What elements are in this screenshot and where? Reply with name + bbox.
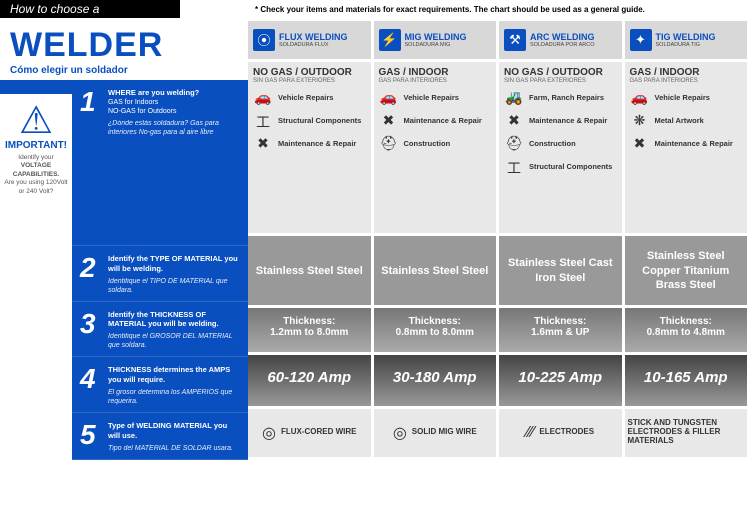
wire-icon: ◎ (262, 423, 276, 443)
use-item: ✖Maintenance & Repair (253, 135, 366, 153)
thickness-cell-1: Thickness:0.8mm to 8.0mm (374, 308, 497, 352)
step-1: 1 WHERE are you welding?GAS for IndoorsN… (72, 80, 248, 246)
use-icon: 🚗 (379, 89, 399, 107)
subtitle: Cómo elegir un soldador (10, 65, 238, 76)
welding-type-icon: ✦ (630, 29, 652, 51)
use-item: 工Structural Components (504, 158, 617, 176)
wire-icon: ∕∕∕ (526, 424, 534, 442)
title: WELDER (10, 26, 238, 65)
wire-cell-0: ◎FLUX-CORED WIRE (248, 409, 371, 457)
use-item: ⛑Construction (379, 135, 492, 153)
col-header-1: ⚡MIG WELDINGSOLDADURA MIG (374, 21, 497, 59)
use-icon: 🚜 (504, 89, 524, 107)
welding-type-icon: ⚡ (379, 29, 401, 51)
amp-cell-3: 10-165 Amp (625, 355, 748, 406)
step-3: 3 Identify the THICKNESS OF MATERIAL you… (72, 302, 248, 358)
left-panel: WELDER Cómo elegir un soldador ⚠ IMPORTA… (0, 18, 248, 460)
env-cell-1: GAS / INDOORGAS PARA INTERIORES🚗Vehicle … (374, 62, 497, 234)
use-item: 🚗Vehicle Repairs (630, 89, 743, 107)
wire-cell-1: ◎SOLID MIG WIRE (374, 409, 497, 457)
use-item: 工Structural Components (253, 112, 366, 130)
use-item: ⛑Construction (504, 135, 617, 153)
use-item: ✖Maintenance & Repair (379, 112, 492, 130)
use-icon: ⛑ (504, 135, 524, 153)
use-icon: ✖ (630, 135, 650, 153)
material-cell-0: Stainless Steel Steel (248, 236, 371, 305)
use-item: ✖Maintenance & Repair (504, 112, 617, 130)
wire-icon: ◎ (393, 423, 407, 443)
important-box: ⚠ IMPORTANT! Identify yourVOLTAGE CAPABI… (0, 94, 72, 204)
env-cell-3: GAS / INDOORGAS PARA INTERIORES🚗Vehicle … (625, 62, 748, 234)
col-header-0: ⦿FLUX WELDINGSOLDADURA FLUX (248, 21, 371, 59)
use-item: 🚗Vehicle Repairs (253, 89, 366, 107)
welding-type-icon: ⦿ (253, 29, 275, 51)
amp-cell-2: 10-225 Amp (499, 355, 622, 406)
use-icon: ✖ (379, 112, 399, 130)
welding-type-icon: ⚒ (504, 29, 526, 51)
use-icon: ✖ (504, 112, 524, 130)
material-cell-1: Stainless Steel Steel (374, 236, 497, 305)
use-item: ✖Maintenance & Repair (630, 135, 743, 153)
amp-cell-0: 60-120 Amp (248, 355, 371, 406)
header-bar: How to choose a (0, 0, 180, 18)
step-4: 4 THICKNESS determines the AMPS you will… (72, 357, 248, 413)
warning-icon: ⚠ (4, 102, 68, 140)
use-icon: 🚗 (253, 89, 273, 107)
wire-cell-2: ∕∕∕ELECTRODES (499, 409, 622, 457)
env-cell-0: NO GAS / OUTDOORSIN GAS PARA EXTERIORES🚗… (248, 62, 371, 234)
use-icon: 工 (504, 158, 524, 176)
use-icon: ❋ (630, 112, 650, 130)
use-icon: 工 (253, 112, 273, 130)
material-cell-2: Stainless Steel Cast Iron Steel (499, 236, 622, 305)
col-header-2: ⚒ARC WELDINGSOLDADURA POR ARCO (499, 21, 622, 59)
step-2: 2 Identify the TYPE OF MATERIAL you will… (72, 246, 248, 302)
important-label: IMPORTANT! (4, 140, 68, 151)
material-cell-3: Stainless Steel Copper Titanium Brass St… (625, 236, 748, 305)
col-header-3: ✦TIG WELDINGSOLDADURA TIG (625, 21, 748, 59)
steps: 1 WHERE are you welding?GAS for IndoorsN… (72, 80, 248, 460)
use-icon: 🚗 (630, 89, 650, 107)
use-icon: ⛑ (379, 135, 399, 153)
step-5: 5 Type of WELDING MATERIAL you will use.… (72, 413, 248, 460)
env-cell-2: NO GAS / OUTDOORSIN GAS PARA EXTERIORES🚜… (499, 62, 622, 234)
thickness-cell-2: Thickness:1.6mm & UP (499, 308, 622, 352)
use-item: 🚗Vehicle Repairs (379, 89, 492, 107)
thickness-cell-3: Thickness:0.8mm to 4.8mm (625, 308, 748, 352)
disclaimer: * Check your items and materials for exa… (255, 5, 645, 14)
wire-cell-3: STICK AND TUNGSTEN ELECTRODES & FILLER M… (625, 409, 748, 457)
amp-cell-1: 30-180 Amp (374, 355, 497, 406)
thickness-cell-0: Thickness:1.2mm to 8.0mm (248, 308, 371, 352)
use-item: 🚜Farm, Ranch Repairs (504, 89, 617, 107)
use-icon: ✖ (253, 135, 273, 153)
comparison-grid: ⦿FLUX WELDINGSOLDADURA FLUX⚡MIG WELDINGS… (248, 18, 750, 460)
use-item: ❋Metal Artwork (630, 112, 743, 130)
